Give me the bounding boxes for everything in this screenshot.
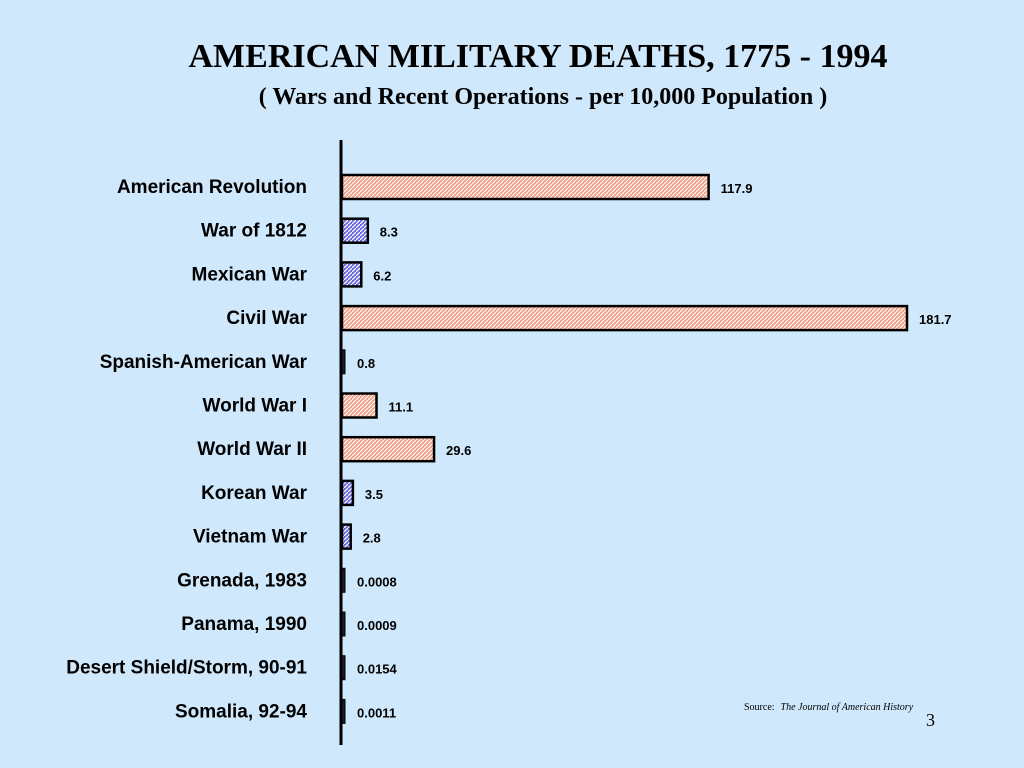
category-label: Mexican War (192, 264, 308, 285)
category-label: Grenada, 1983 (177, 570, 307, 591)
value-label: 8.3 (380, 225, 398, 240)
value-label: 0.8 (357, 356, 375, 371)
page-number: 3 (926, 710, 935, 730)
bar (340, 173, 710, 201)
value-label: 0.0154 (357, 662, 398, 677)
bar (340, 304, 909, 332)
category-label: Vietnam War (193, 527, 308, 548)
bar (340, 261, 363, 288)
category-label: Panama, 1990 (181, 614, 307, 635)
category-label: Spanish-American War (100, 352, 308, 373)
category-label: Civil War (226, 308, 307, 329)
category-label: World War I (203, 396, 308, 417)
value-label: 181.7 (919, 312, 952, 327)
source-note: Source: The Journal of American History (744, 702, 913, 713)
value-label: 0.0011 (357, 705, 396, 720)
bar (340, 479, 355, 507)
bars-layer (340, 173, 909, 724)
bar (340, 392, 378, 419)
labels-layer: American Revolution 117.9 War of 1812 8.3 Me… (66, 177, 951, 722)
category-label: Korean War (201, 483, 308, 504)
bar (340, 217, 370, 244)
category-label: World War II (197, 439, 307, 460)
value-label: 29.6 (446, 443, 471, 458)
value-label: 11.1 (389, 400, 414, 415)
bar (340, 435, 436, 463)
category-label: Somalia, 92-94 (175, 701, 307, 722)
value-label: 117.9 (721, 181, 753, 196)
chart-title: AMERICAN MILITARY DEATHS, 1775 - 1994 (188, 38, 888, 75)
source-title: The Journal of American History (780, 702, 914, 713)
value-label: 3.5 (365, 487, 383, 502)
value-label: 2.8 (363, 531, 381, 546)
value-label: 0.0009 (357, 618, 397, 633)
category-label: War of 1812 (201, 221, 307, 242)
value-label: 6.2 (373, 268, 391, 283)
value-label: 0.0008 (357, 574, 397, 589)
category-label: Desert Shield/Storm, 90-91 (66, 658, 307, 679)
source-prefix: Source: (744, 702, 775, 713)
category-label: American Revolution (117, 177, 307, 198)
chart-subtitle: ( Wars and Recent Operations - per 10,00… (258, 84, 828, 110)
bar (340, 523, 352, 550)
